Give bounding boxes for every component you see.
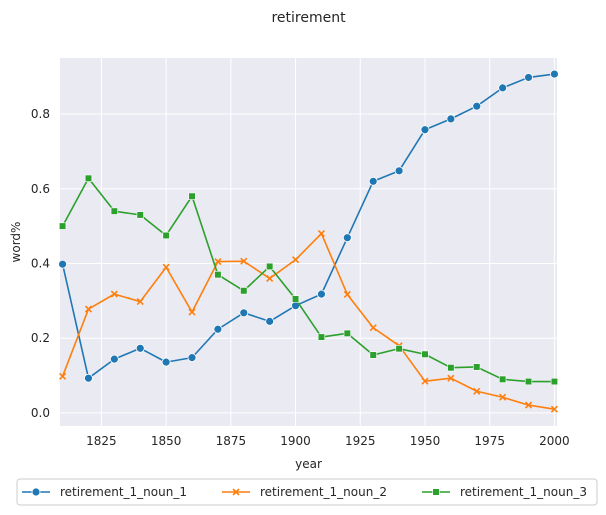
data-point xyxy=(58,222,67,230)
data-point xyxy=(135,343,145,353)
chart-title: retirement xyxy=(271,10,346,26)
x-axis-ticks: 1825 1850 1875 1900 1925 1950 1975 2000 xyxy=(86,434,570,448)
y-tick-label: 0.4 xyxy=(31,256,50,270)
data-point xyxy=(446,114,456,124)
data-point xyxy=(214,271,222,279)
data-point xyxy=(473,387,481,395)
data-point xyxy=(110,207,118,215)
legend-swatch-marker xyxy=(432,488,440,496)
data-point xyxy=(447,374,455,382)
data-point xyxy=(524,401,533,409)
x-tick-label: 1950 xyxy=(410,434,441,448)
series-layer xyxy=(58,69,559,413)
data-point xyxy=(265,316,275,326)
data-point xyxy=(136,211,144,219)
legend-swatch-marker xyxy=(31,487,41,497)
plot-area xyxy=(60,58,557,426)
legend: retirement_1_noun_1 retirement_1_noun_2 re… xyxy=(16,478,598,506)
data-point xyxy=(162,231,170,240)
legend-entry: retirement_1_noun_1 xyxy=(22,485,187,499)
x-tick-label: 1825 xyxy=(86,434,117,448)
legend-frame xyxy=(16,478,598,506)
y-tick-label: 0.2 xyxy=(31,331,50,345)
data-point xyxy=(162,263,170,271)
y-axis-label: word% xyxy=(9,222,23,263)
data-point xyxy=(291,256,300,264)
data-point xyxy=(550,69,559,79)
data-point xyxy=(421,377,429,385)
legend-label: retirement_1_noun_2 xyxy=(260,485,387,499)
data-point xyxy=(188,192,196,200)
legend-swatch-marker xyxy=(232,488,240,496)
data-point xyxy=(187,353,197,363)
data-point xyxy=(266,274,274,282)
data-point xyxy=(213,324,223,334)
data-point xyxy=(110,290,118,298)
data-point xyxy=(343,329,351,337)
data-point xyxy=(84,174,93,182)
data-point xyxy=(240,257,248,265)
x-tick-label: 1850 xyxy=(151,434,182,448)
data-point xyxy=(394,166,404,176)
legend-label: retirement_1_noun_1 xyxy=(60,485,187,499)
grid-lines xyxy=(60,58,557,426)
data-point xyxy=(240,287,248,295)
legend-label: retirement_1_noun_3 xyxy=(460,485,587,499)
y-tick-label: 0.6 xyxy=(31,182,50,196)
data-point xyxy=(84,373,93,383)
data-point xyxy=(472,101,482,111)
data-point xyxy=(499,375,507,383)
data-point xyxy=(550,405,558,413)
data-point xyxy=(343,290,351,299)
data-point xyxy=(58,259,67,269)
y-tick-label: 0.0 xyxy=(31,406,50,420)
series-line xyxy=(61,73,555,379)
data-point xyxy=(317,333,326,341)
series-line xyxy=(61,232,555,410)
data-point xyxy=(214,258,222,266)
data-point xyxy=(136,298,144,306)
data-point xyxy=(524,377,533,386)
legend-entry: retirement_1_noun_2 xyxy=(222,485,387,499)
data-point xyxy=(109,354,119,364)
x-tick-label: 1925 xyxy=(345,434,376,448)
y-axis-ticks: 0.0 0.2 0.4 0.6 0.8 xyxy=(31,107,50,420)
data-point xyxy=(266,262,274,271)
x-tick-label: 2000 xyxy=(539,434,570,448)
data-point xyxy=(395,345,403,353)
data-point xyxy=(161,357,171,367)
data-point xyxy=(369,324,377,332)
data-point xyxy=(342,233,352,243)
data-point xyxy=(498,83,508,93)
data-point xyxy=(239,308,249,318)
data-point xyxy=(59,372,67,380)
series-line xyxy=(61,177,555,383)
y-tick-label: 0.8 xyxy=(31,107,50,121)
data-point xyxy=(447,364,455,372)
data-point xyxy=(473,363,481,371)
x-tick-label: 1900 xyxy=(280,434,311,448)
series-3 xyxy=(58,174,559,386)
x-tick-label: 1975 xyxy=(474,434,505,448)
data-point xyxy=(368,176,378,186)
data-point xyxy=(84,305,93,313)
data-point xyxy=(420,125,430,135)
data-point xyxy=(188,308,196,316)
data-point xyxy=(291,295,300,303)
data-point xyxy=(317,230,326,238)
data-point xyxy=(369,351,377,359)
data-point xyxy=(317,289,326,299)
data-point xyxy=(421,350,429,358)
series-2 xyxy=(59,230,558,413)
x-axis-label: year xyxy=(295,457,322,471)
x-tick-label: 1875 xyxy=(216,434,247,448)
data-point xyxy=(550,377,559,386)
series-1 xyxy=(58,69,559,383)
legend-entry: retirement_1_noun_3 xyxy=(422,485,587,499)
data-point xyxy=(524,73,533,82)
data-point xyxy=(499,393,507,401)
